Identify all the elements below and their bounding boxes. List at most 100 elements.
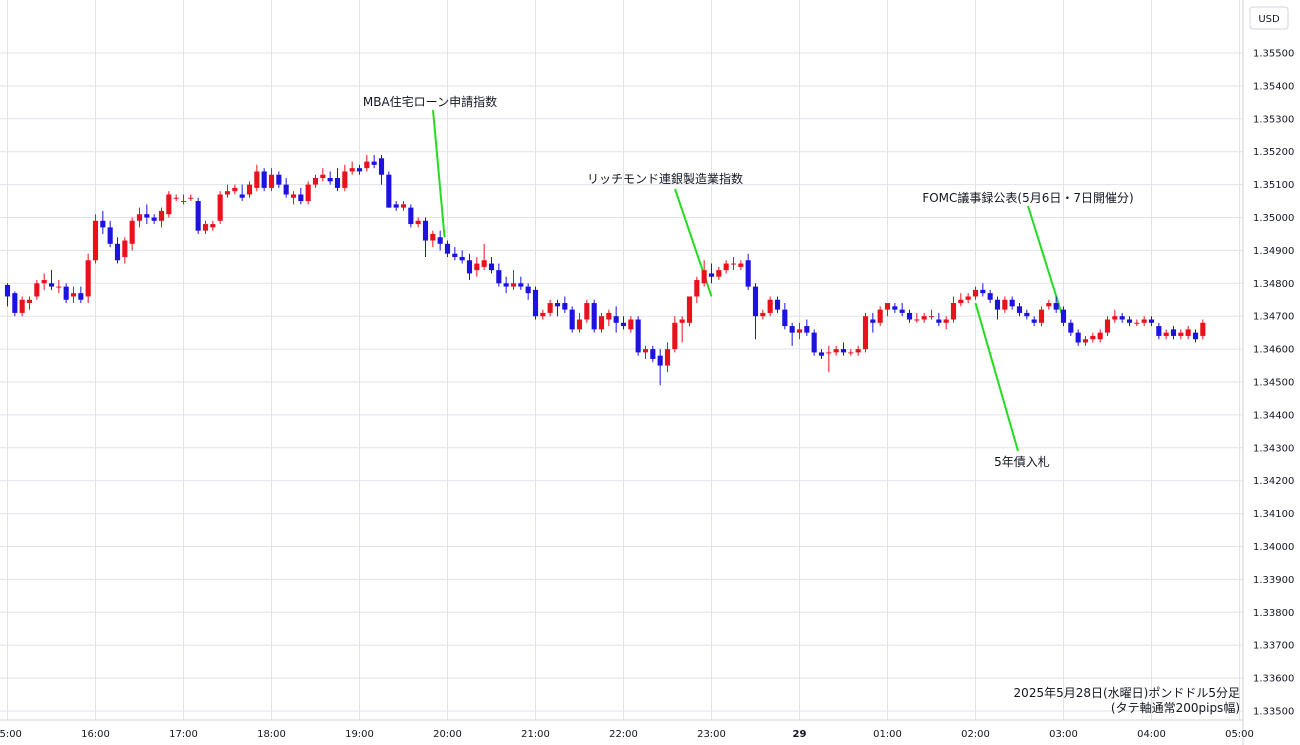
candle-body [503, 283, 509, 287]
candle [628, 316, 634, 333]
candle [1112, 309, 1118, 323]
candle [804, 319, 810, 336]
candle [268, 168, 275, 192]
candle [496, 263, 502, 287]
price-tick-label: 1.35000 [1253, 213, 1294, 224]
candle-body [958, 299, 964, 304]
candle [972, 286, 979, 300]
time-tick-label: 03:00 [1049, 729, 1078, 740]
price-tick-label: 1.35500 [1253, 49, 1294, 60]
candle [510, 270, 517, 290]
candle [562, 296, 568, 313]
price-tick-label: 1.35100 [1253, 180, 1294, 191]
candle [224, 184, 231, 198]
candle-body [430, 233, 436, 241]
candle-body [92, 220, 99, 261]
candle [840, 342, 847, 356]
candle [246, 181, 253, 198]
candle [70, 286, 77, 304]
candle [1068, 319, 1074, 336]
annotation-pointer-line [974, 302, 1019, 452]
price-tick-label: 1.34800 [1253, 279, 1294, 290]
candle-body [1192, 332, 1199, 340]
candle [540, 309, 546, 320]
candle [114, 237, 121, 264]
candle-body [195, 201, 201, 231]
candle-body [892, 306, 898, 310]
candle [965, 293, 971, 304]
candle [826, 345, 832, 373]
candle [1148, 316, 1155, 327]
currency-label: USD [1258, 14, 1280, 25]
candle-body [650, 349, 656, 359]
price-tick-label: 1.34700 [1253, 312, 1294, 323]
candle [400, 201, 407, 211]
candle [1031, 316, 1037, 327]
candle-body [34, 283, 40, 297]
candle [994, 296, 1001, 320]
candle-body [1075, 332, 1081, 343]
candle [378, 154, 385, 185]
price-axis: 1.35500 1.35400 1.35300 1.35200 1.35100 1.350… [1242, 0, 1294, 745]
candle-body [870, 319, 876, 323]
candle [730, 256, 737, 271]
candle [34, 280, 40, 300]
candle-body [474, 263, 480, 271]
candle [408, 204, 414, 228]
candle-body [232, 187, 238, 192]
candle [928, 309, 935, 320]
candle [305, 181, 311, 205]
candle [1170, 326, 1177, 340]
candle [1185, 326, 1191, 340]
candle [1046, 299, 1052, 310]
candle-body [4, 284, 11, 297]
candle-body [899, 309, 905, 313]
price-tick-label: 1.34400 [1253, 410, 1294, 421]
candle-body [56, 286, 62, 288]
candle [796, 322, 803, 340]
candle [290, 191, 297, 205]
candle [100, 210, 106, 234]
candle [430, 230, 436, 248]
candle-body [950, 303, 957, 320]
candle [320, 168, 326, 182]
candle [833, 345, 839, 356]
currency-label-box[interactable]: USD [1249, 6, 1289, 30]
candle-body [393, 204, 399, 208]
candle [19, 296, 25, 317]
candle-body [1126, 319, 1133, 323]
candle [716, 266, 722, 281]
time-tick-label: 21:00 [521, 729, 550, 740]
candle [1156, 322, 1162, 340]
candle-body [107, 227, 113, 244]
candle-body [972, 289, 979, 297]
candle-body [166, 194, 172, 215]
candle [943, 316, 949, 330]
candle [782, 303, 788, 330]
candle-body [12, 293, 18, 313]
candle-body [1148, 319, 1155, 323]
candle [950, 296, 957, 323]
candle-body [752, 286, 759, 317]
candle-body [606, 312, 612, 320]
candle-body [1016, 306, 1023, 313]
candle-body [1082, 339, 1089, 343]
candle [906, 309, 913, 323]
candle-body [620, 322, 627, 327]
candle [85, 253, 91, 304]
candle-body [290, 194, 297, 198]
candle [774, 296, 781, 313]
candle [899, 303, 905, 317]
candle [239, 184, 245, 202]
candle-body [576, 319, 583, 330]
candle [679, 316, 685, 343]
candle-body [943, 319, 949, 323]
candle [620, 316, 627, 330]
candle [606, 309, 612, 327]
candle-body [789, 326, 795, 333]
candle [107, 220, 113, 248]
price-tick-label: 1.34200 [1253, 476, 1294, 487]
price-tick-label: 1.33600 [1253, 674, 1294, 685]
candle [232, 184, 238, 195]
